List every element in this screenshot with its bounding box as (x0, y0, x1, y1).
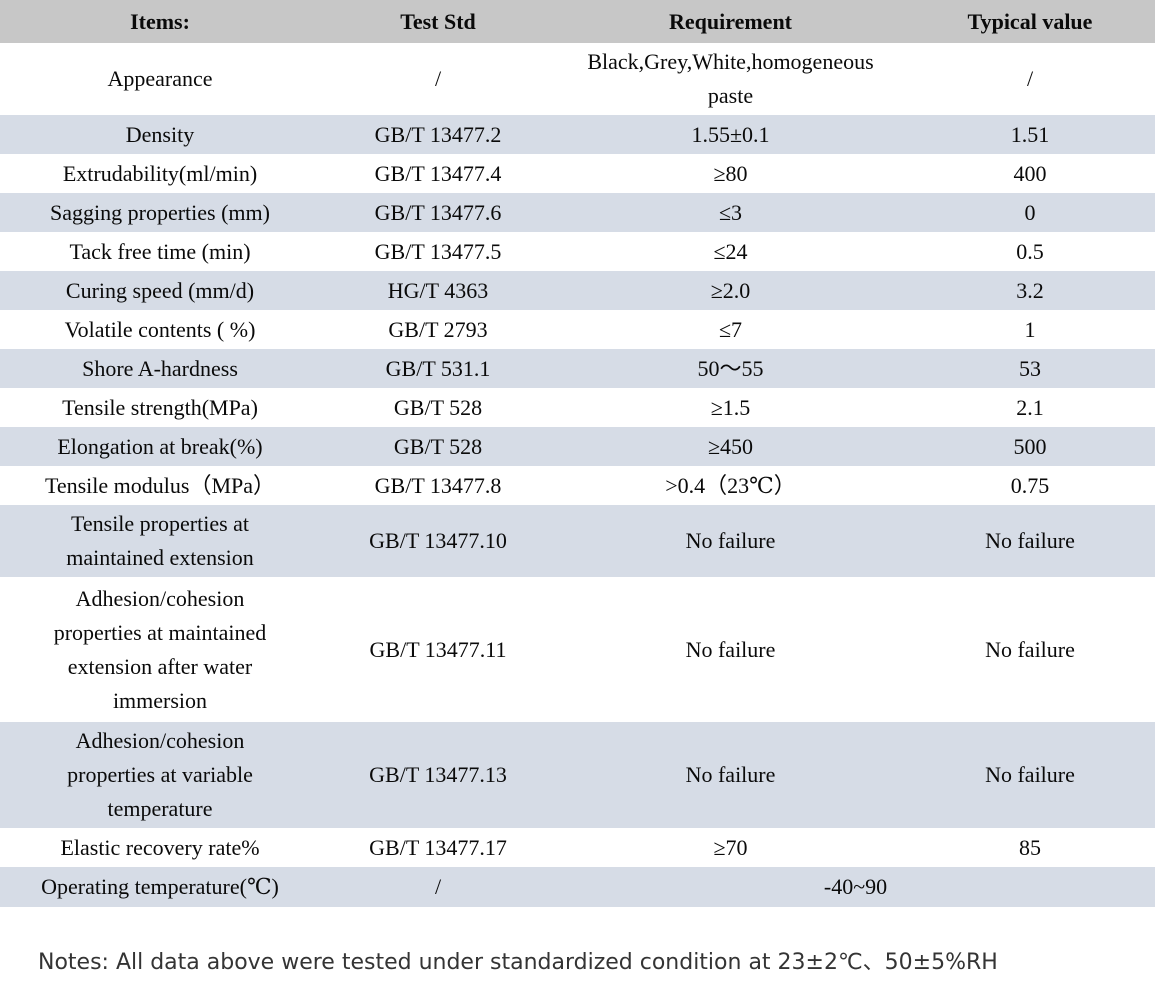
cell-requirement: 1.55±0.1 (691, 121, 770, 147)
table-row: Density GB/T 13477.2 1.55±0.1 1.51 (0, 115, 1155, 154)
table-row: Extrudability(ml/min) GB/T 13477.4 ≥80 400 (0, 154, 1155, 193)
header-test-std: Test Std (400, 8, 476, 34)
cell-requirement: No failure (685, 636, 776, 662)
table-row: Tensile modulus（MPa） GB/T 13477.8 >0.4（23℃… (0, 466, 1155, 505)
cell-typical-value: No failure (985, 528, 1075, 553)
cell-typical-value: 2.1 (1016, 394, 1044, 420)
cell-requirement: -40~90 (823, 874, 888, 899)
cell-item: Sagging properties (mm) (50, 199, 270, 225)
table-row: Adhesion/cohesion properties at maintain… (0, 577, 1155, 722)
cell-typical-value: 500 (1013, 433, 1047, 459)
cell-typical-value: 0.75 (1010, 472, 1050, 498)
cell-item: Extrudability(ml/min) (62, 160, 258, 186)
cell-typical-value: 1 (1024, 316, 1036, 342)
cell-typical-value: No failure (985, 762, 1075, 787)
cell-test-std: GB/T 13477.5 (374, 238, 502, 264)
cell-item: Volatile contents ( %) (64, 316, 256, 342)
table-row: Tensile properties at maintained extensi… (0, 505, 1155, 577)
header-row: Items: Test Std Requirement Typical valu… (0, 0, 1155, 43)
cell-item: Tensile strength(MPa) (62, 394, 258, 420)
cell-requirement: 50～55 (697, 355, 764, 381)
cell-typical-value: 400 (1013, 160, 1047, 186)
cell-typical-value: 0.5 (1016, 238, 1044, 264)
cell-item: Curing speed (mm/d) (65, 277, 255, 303)
cell-typical-value: No failure (985, 636, 1075, 662)
cell-requirement: ≥2.0 (710, 277, 751, 303)
header-items: Items: (130, 8, 190, 34)
cell-test-std: GB/T 13477.2 (374, 121, 502, 147)
cell-requirement: ≤3 (718, 199, 743, 225)
cell-requirement: ≥1.5 (710, 394, 751, 420)
cell-requirement: ≥80 (713, 160, 748, 186)
table-row: Volatile contents ( %) GB/T 2793 ≤7 1 (0, 310, 1155, 349)
cell-test-std: / (434, 874, 442, 899)
cell-item: Elastic recovery rate% (60, 834, 260, 860)
table-row: Appearance / Black,Grey,White,homogeneous … (0, 43, 1155, 115)
table-row: Curing speed (mm/d) HG/T 4363 ≥2.0 3.2 (0, 271, 1155, 310)
header-typical-value: Typical value (967, 8, 1093, 34)
cell-item: Operating temperature(℃) (41, 874, 279, 899)
cell-typical-value: 1.51 (1010, 121, 1050, 147)
cell-typical-value: / (1026, 66, 1034, 91)
cell-test-std: GB/T 13477.6 (374, 199, 502, 225)
table-row: Adhesion/cohesion properties at variable… (0, 722, 1155, 828)
cell-typical-value: 85 (1019, 834, 1041, 860)
cell-test-std: GB/T 13477.4 (374, 160, 502, 186)
cell-test-std: GB/T 531.1 (385, 355, 491, 381)
cell-requirement: ≥70 (713, 834, 748, 860)
cell-requirement: ≤7 (718, 316, 743, 342)
cell-typical-value: 0 (1024, 199, 1036, 225)
table-row: Sagging properties (mm) GB/T 13477.6 ≤3 0 (0, 193, 1155, 232)
cell-item: Elongation at break(%) (57, 433, 263, 459)
cell-requirement: Black,Grey,White,homogeneous paste (587, 49, 874, 108)
header-requirement: Requirement (668, 8, 793, 34)
cell-item: Tensile modulus（MPa） (44, 472, 276, 498)
table-row: Tensile strength(MPa) GB/T 528 ≥1.5 2.1 (0, 388, 1155, 427)
cell-item: Adhesion/cohesion properties at maintain… (53, 585, 267, 713)
cell-test-std: / (434, 66, 442, 91)
cell-test-std: GB/T 2793 (388, 316, 488, 342)
cell-test-std: GB/T 528 (393, 433, 483, 459)
cell-test-std: GB/T 528 (393, 394, 483, 420)
cell-item: Density (125, 121, 195, 147)
cell-typical-value: 53 (1019, 355, 1041, 381)
cell-test-std: GB/T 13477.10 (369, 528, 507, 553)
cell-test-std: GB/T 13477.8 (374, 472, 502, 498)
cell-item: Tack free time (min) (69, 238, 251, 264)
cell-test-std: GB/T 13477.11 (369, 636, 507, 662)
cell-item: Appearance (107, 66, 213, 91)
table-row: Elastic recovery rate% GB/T 13477.17 ≥70 85 (0, 828, 1155, 867)
cell-test-std: GB/T 13477.13 (369, 762, 507, 787)
cell-item: Adhesion/cohesion properties at variable… (67, 728, 253, 821)
cell-test-std: HG/T 4363 (387, 277, 489, 303)
table-body: Appearance / Black,Grey,White,homogeneous … (0, 43, 1155, 907)
cell-requirement: ≥450 (707, 433, 754, 459)
cell-requirement: No failure (685, 762, 776, 787)
table-row: Shore A-hardness GB/T 531.1 50～55 53 (0, 349, 1155, 388)
cell-test-std: GB/T 13477.17 (369, 834, 507, 860)
table-row: Operating temperature(℃) / -40~90 (0, 867, 1155, 907)
cell-item: Tensile properties at maintained extensi… (66, 511, 254, 570)
cell-requirement: ≤24 (713, 238, 748, 264)
notes-text: Notes: All data above were tested under … (38, 950, 998, 975)
spec-table: Items: Test Std Requirement Typical valu… (0, 0, 1155, 907)
cell-item: Shore A-hardness (82, 355, 238, 381)
cell-requirement: No failure (685, 528, 776, 553)
cell-requirement: >0.4（23℃） (665, 472, 796, 498)
table-header: Items: Test Std Requirement Typical valu… (0, 0, 1155, 43)
cell-typical-value: 3.2 (1016, 277, 1044, 303)
table-row: Tack free time (min) GB/T 13477.5 ≤24 0.5 (0, 232, 1155, 271)
table-row: Elongation at break(%) GB/T 528 ≥450 500 (0, 427, 1155, 466)
